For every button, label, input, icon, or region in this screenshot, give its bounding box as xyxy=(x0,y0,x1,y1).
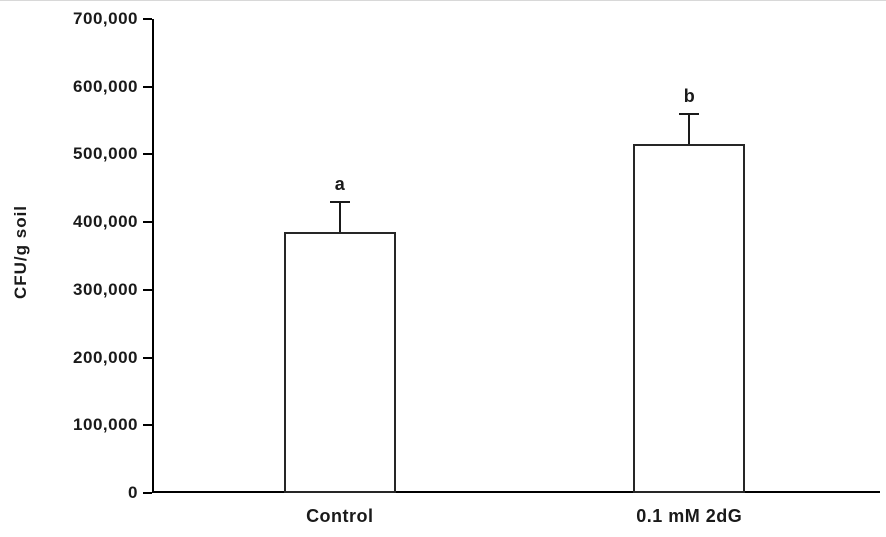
significance-letter: a xyxy=(334,173,345,194)
x-category-label: Control xyxy=(306,506,374,526)
y-tick-label: 0 xyxy=(128,483,138,502)
y-tick-label: 500,000 xyxy=(73,144,138,164)
error-bar-cap xyxy=(679,112,700,115)
error-bar-line xyxy=(338,201,341,233)
y-tick-mark xyxy=(143,221,152,224)
y-tick-mark xyxy=(143,492,152,494)
y-tick-label: 400,000 xyxy=(73,212,138,232)
plot-area xyxy=(152,19,880,493)
y-tick-mark xyxy=(143,153,152,156)
error-bar-cap xyxy=(329,200,350,203)
significance-letter: b xyxy=(683,85,695,106)
y-axis-title: CFU/g soil xyxy=(11,204,30,300)
y-tick-mark xyxy=(143,424,152,427)
bar xyxy=(283,232,396,493)
x-category-label: 0.1 mM 2dG xyxy=(636,506,743,526)
y-tick-mark xyxy=(143,288,152,291)
error-bar-line xyxy=(688,113,691,145)
y-tick-mark xyxy=(143,356,152,359)
y-tick-label: 200,000 xyxy=(73,347,138,367)
y-tick-label: 300,000 xyxy=(73,279,138,299)
bar xyxy=(633,144,746,493)
y-tick-label: 100,000 xyxy=(73,415,138,435)
y-tick-mark xyxy=(143,18,152,20)
y-tick-label: 700,000 xyxy=(73,9,138,28)
y-tick-mark xyxy=(143,85,152,88)
y-tick-label: 600,000 xyxy=(73,76,138,96)
